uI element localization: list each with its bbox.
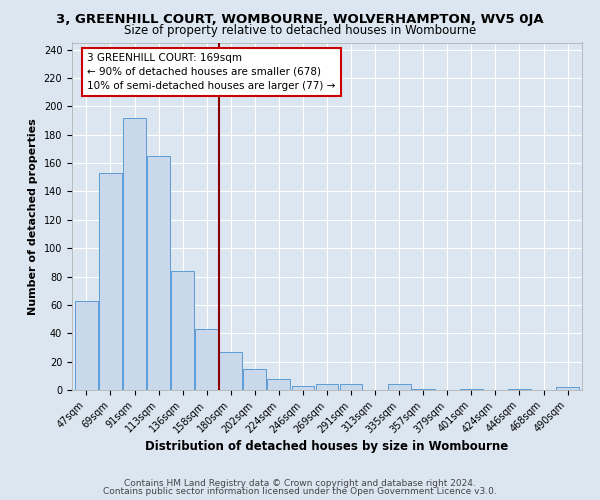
Bar — [460, 388, 483, 390]
Text: Contains HM Land Registry data © Crown copyright and database right 2024.: Contains HM Land Registry data © Crown c… — [124, 478, 476, 488]
X-axis label: Distribution of detached houses by size in Wombourne: Distribution of detached houses by size … — [145, 440, 509, 453]
Bar — [220, 352, 242, 390]
Bar — [388, 384, 410, 390]
Y-axis label: Number of detached properties: Number of detached properties — [28, 118, 38, 314]
Bar — [171, 271, 194, 390]
Bar — [508, 388, 531, 390]
Bar — [556, 387, 579, 390]
Text: Contains public sector information licensed under the Open Government Licence v3: Contains public sector information licen… — [103, 487, 497, 496]
Bar — [147, 156, 170, 390]
Bar — [99, 173, 122, 390]
Text: 3, GREENHILL COURT, WOMBOURNE, WOLVERHAMPTON, WV5 0JA: 3, GREENHILL COURT, WOMBOURNE, WOLVERHAM… — [56, 12, 544, 26]
Bar — [316, 384, 338, 390]
Bar — [195, 329, 218, 390]
Text: 3 GREENHILL COURT: 169sqm
← 90% of detached houses are smaller (678)
10% of semi: 3 GREENHILL COURT: 169sqm ← 90% of detac… — [88, 53, 335, 91]
Text: Size of property relative to detached houses in Wombourne: Size of property relative to detached ho… — [124, 24, 476, 37]
Bar — [292, 386, 314, 390]
Bar — [268, 378, 290, 390]
Bar — [123, 118, 146, 390]
Bar — [340, 384, 362, 390]
Bar — [412, 388, 434, 390]
Bar — [244, 368, 266, 390]
Bar — [75, 300, 98, 390]
